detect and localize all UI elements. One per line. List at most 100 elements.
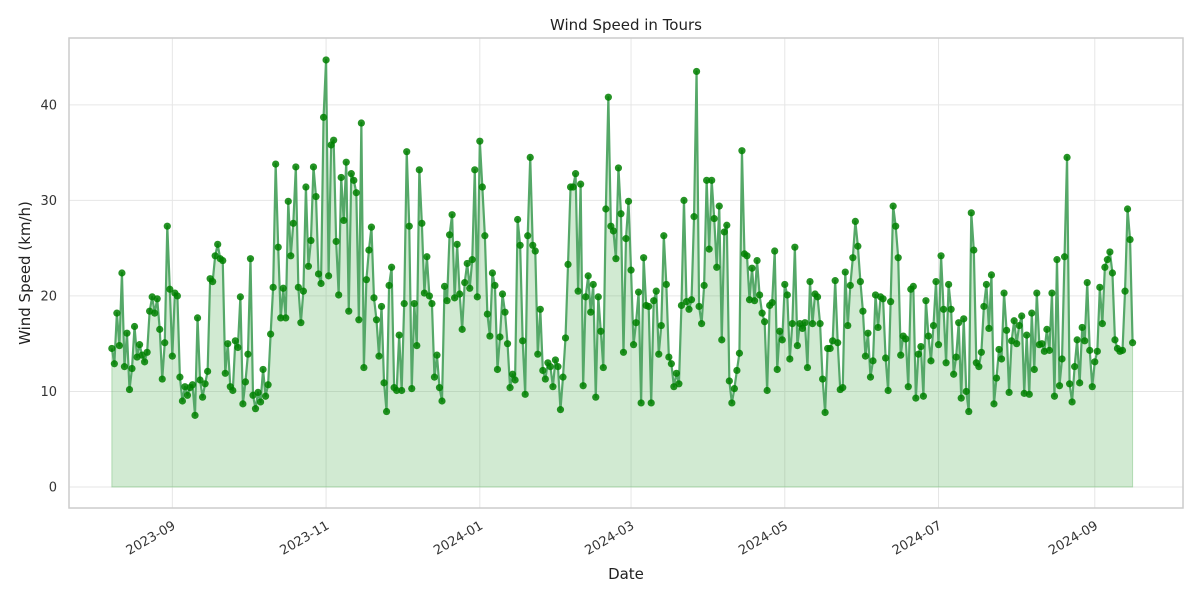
data-point (1123, 205, 1132, 213)
data-point (826, 344, 834, 353)
data-point (408, 384, 416, 393)
data-point (718, 336, 726, 344)
data-point (806, 278, 814, 286)
data-point (909, 282, 917, 290)
data-point (738, 147, 746, 155)
data-point (1083, 278, 1091, 287)
data-point (153, 295, 161, 303)
data-point (1060, 253, 1069, 261)
data-point (665, 353, 673, 361)
data-point (156, 325, 164, 333)
data-point (289, 219, 297, 227)
data-point (735, 349, 744, 357)
data-point (889, 202, 897, 210)
data-point (632, 319, 640, 327)
data-point (118, 269, 126, 277)
data-point (612, 255, 620, 263)
data-point (844, 321, 852, 330)
data-point (372, 316, 381, 324)
data-point (803, 363, 812, 372)
data-point (609, 227, 618, 235)
data-point (950, 370, 958, 378)
data-point (141, 358, 149, 366)
data-point (685, 305, 693, 313)
data-point (743, 252, 751, 260)
data-point (1108, 269, 1117, 277)
data-point (723, 221, 731, 229)
data-point (267, 330, 275, 338)
data-point (942, 359, 950, 367)
data-point (1005, 388, 1013, 397)
data-point (917, 342, 925, 351)
data-point (932, 278, 940, 286)
data-point (614, 164, 623, 172)
data-point (229, 386, 237, 395)
data-point (382, 407, 391, 416)
data-point (708, 176, 716, 184)
data-point (322, 56, 330, 64)
data-point (264, 381, 272, 389)
data-point (997, 355, 1006, 363)
data-point (435, 384, 444, 392)
data-point (1086, 346, 1094, 354)
data-point (163, 222, 171, 230)
data-point (123, 329, 131, 337)
data-point (272, 160, 280, 168)
data-point (430, 373, 439, 381)
data-point (1048, 289, 1056, 297)
data-point (786, 355, 794, 363)
data-point (939, 305, 948, 313)
data-point (622, 235, 630, 243)
data-point (818, 375, 827, 383)
data-point (874, 323, 882, 332)
data-point (534, 350, 542, 358)
data-point (1028, 309, 1036, 317)
data-point (561, 334, 570, 342)
data-point (173, 292, 181, 300)
data-point (839, 384, 847, 392)
data-point (667, 360, 675, 368)
data-point (1078, 323, 1086, 332)
data-point (992, 374, 1001, 382)
data-point (357, 119, 365, 127)
data-point (529, 241, 537, 249)
data-point (675, 380, 683, 388)
data-point (314, 270, 323, 278)
data-point (461, 278, 469, 287)
data-point (251, 405, 260, 413)
data-point (546, 363, 554, 371)
data-point (647, 399, 655, 407)
data-point (110, 360, 118, 368)
y-tick-labels: 0 10 20 30 40 (40, 98, 57, 495)
data-point (841, 268, 849, 276)
data-point (728, 399, 736, 407)
data-point (496, 333, 504, 341)
data-point (640, 254, 648, 262)
data-point (897, 351, 905, 359)
data-point (821, 408, 829, 417)
data-point (463, 259, 471, 268)
data-point (551, 356, 560, 364)
data-point (713, 263, 721, 271)
data-point (1073, 336, 1081, 344)
data-point (1088, 383, 1096, 391)
y-tick-label: 10 (40, 385, 57, 400)
data-point (934, 341, 943, 349)
data-point (894, 254, 902, 262)
data-point (980, 302, 988, 311)
data-point (559, 373, 567, 381)
data-point (761, 318, 769, 326)
data-point (1071, 363, 1079, 371)
data-point (443, 297, 451, 305)
data-point (398, 386, 406, 395)
data-point (990, 400, 998, 408)
series-line (110, 58, 1134, 417)
data-point (1076, 379, 1084, 387)
data-point (415, 166, 423, 174)
data-point (952, 353, 960, 361)
data-point (488, 269, 497, 277)
data-point (476, 137, 484, 145)
data-point (922, 297, 930, 305)
data-point (473, 293, 481, 301)
data-point (292, 163, 300, 171)
